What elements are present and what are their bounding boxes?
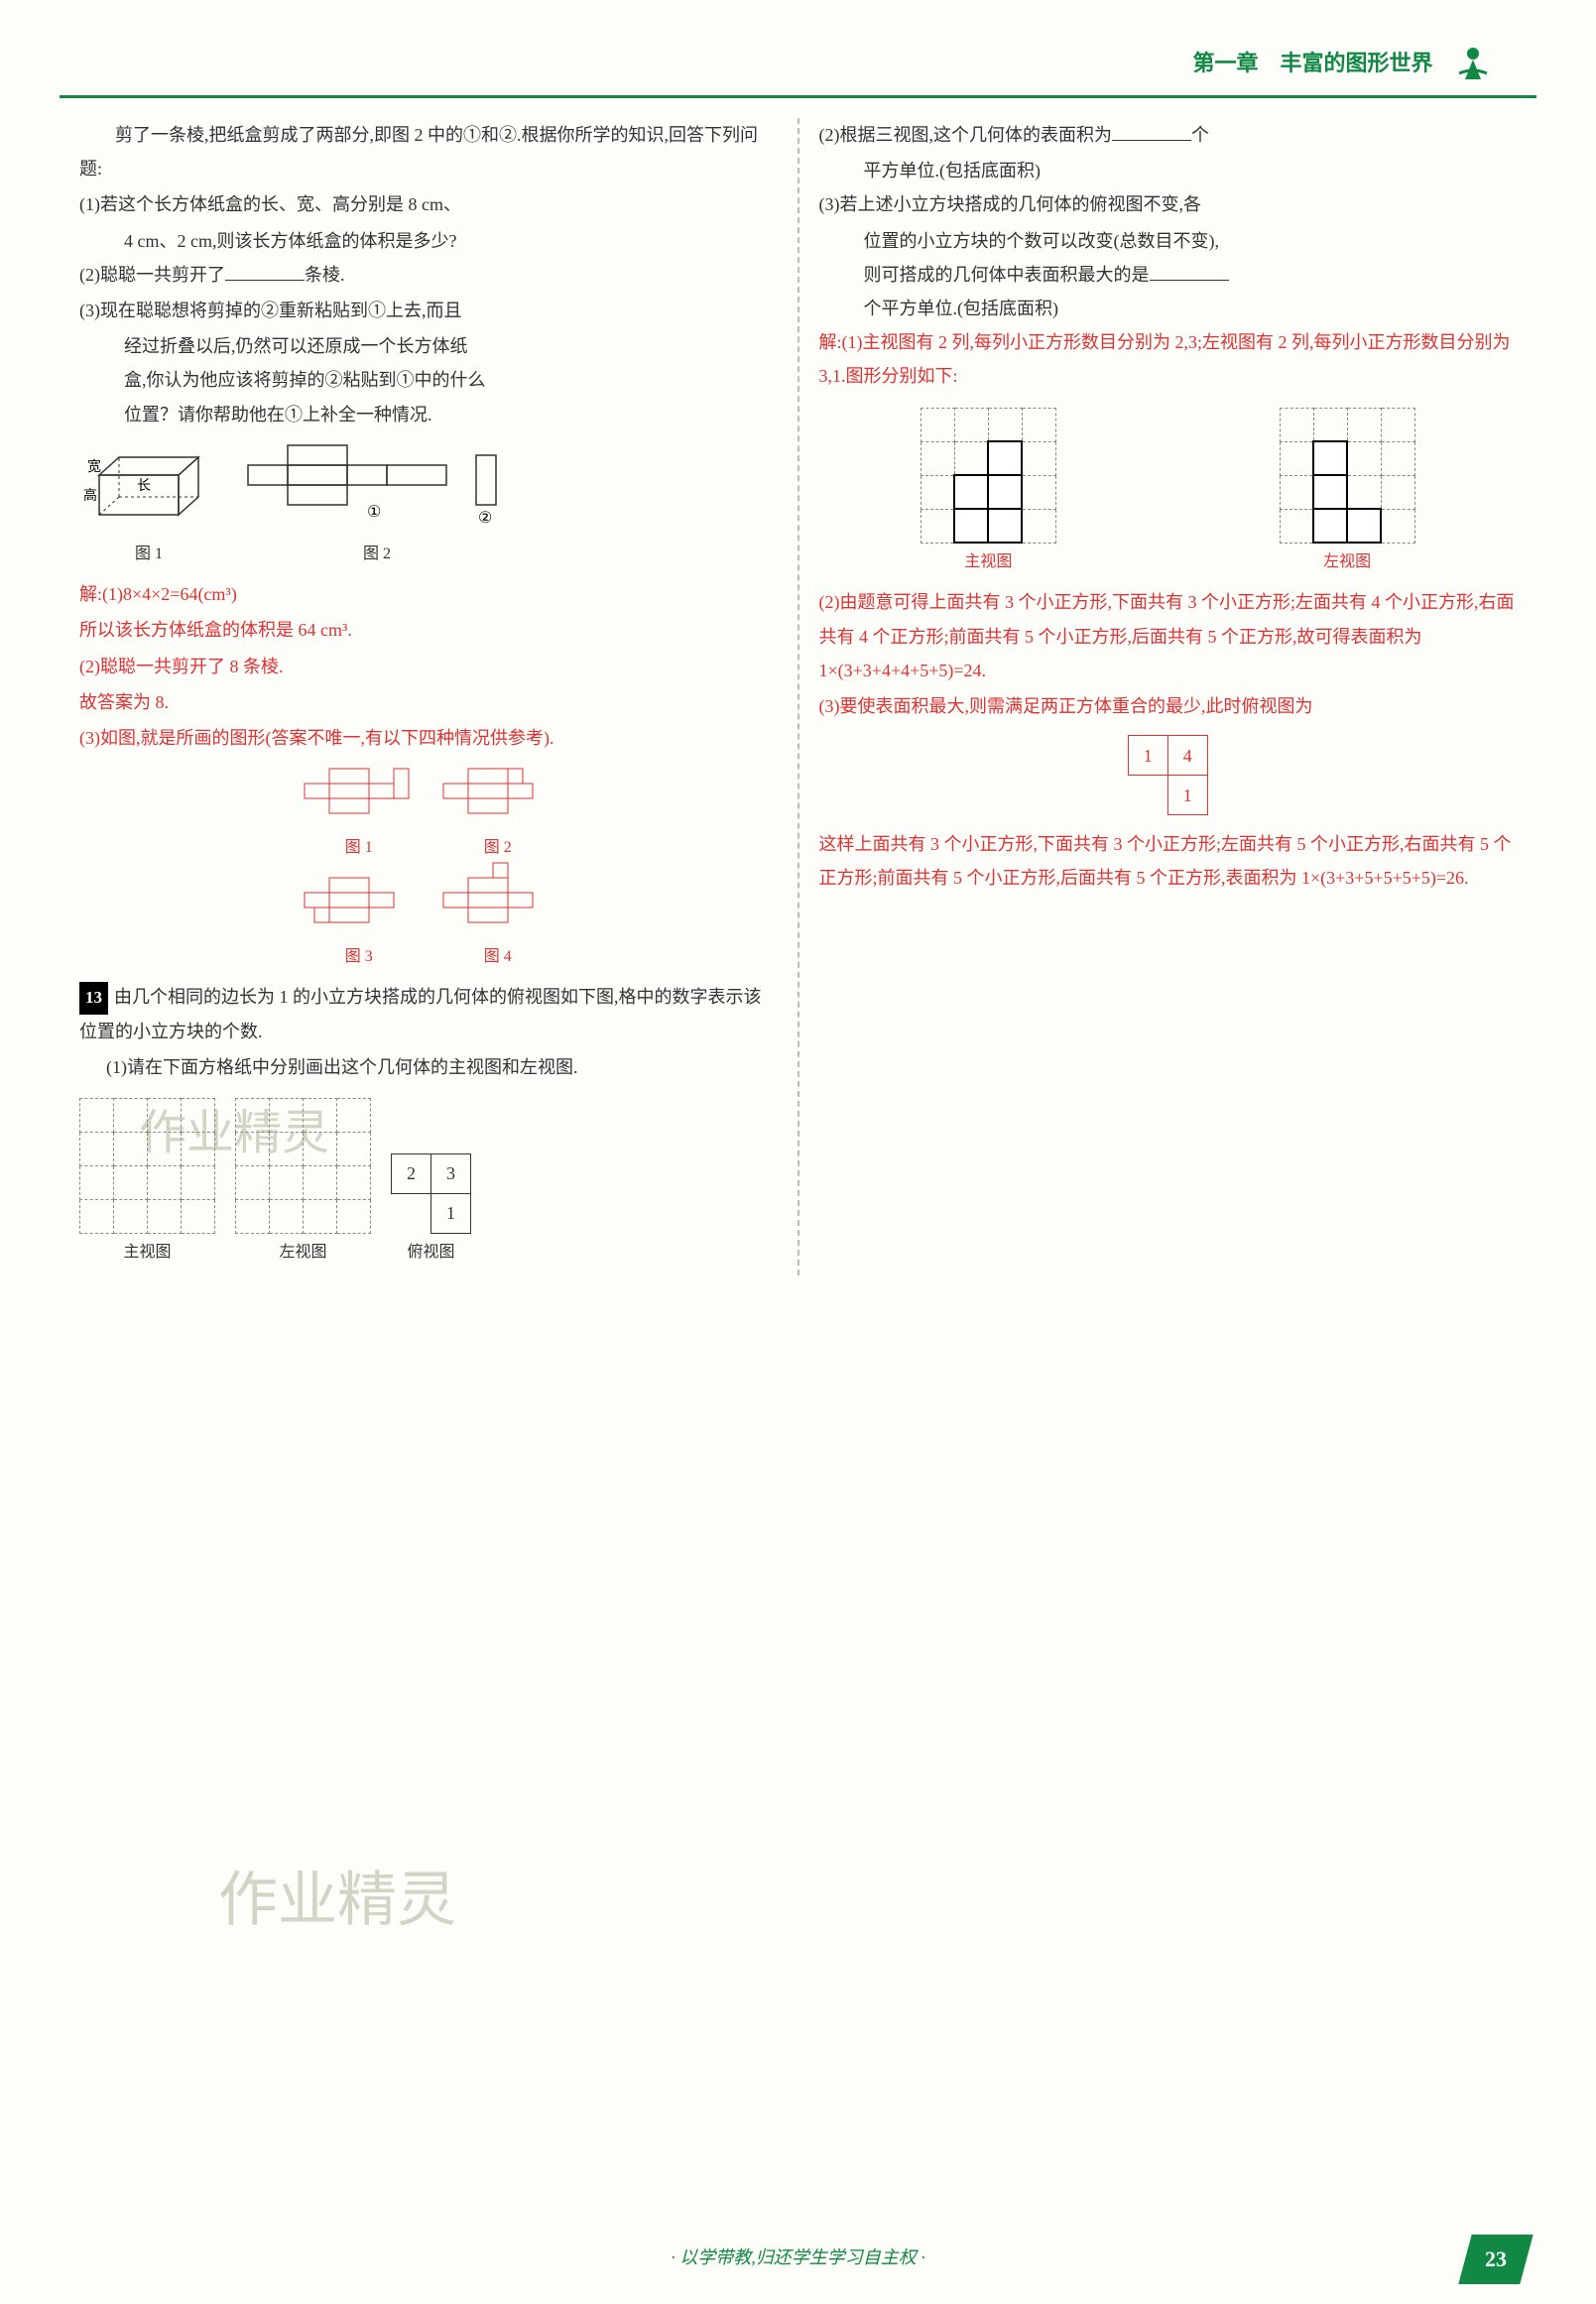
blank-field (225, 259, 305, 281)
view-grids: 作业精灵 主视图 左视图 23 (79, 1098, 778, 1268)
left-view-grid: 左视图 (235, 1098, 371, 1268)
two-column-layout: 剪了一条棱,把纸盒剪成了两部分,即图 2 中的①和②.根据你所学的知识,回答下列… (60, 118, 1536, 1275)
answer-fig-2: 图 2 (438, 769, 557, 864)
left-column: 剪了一条棱,把纸盒剪成了两部分,即图 2 中的①和②.根据你所学的知识,回答下列… (60, 118, 799, 1275)
net-icon (300, 769, 419, 818)
page: 第一章 丰富的图形世界 剪了一条棱,把纸盒剪成了两部分,即图 2 中的①和②.根… (0, 0, 1596, 2304)
r-question-3d: 个平方单位.(包括底面积) (819, 292, 1518, 325)
cell: 1 (1128, 736, 1167, 776)
cell: 1 (1167, 776, 1207, 815)
r-question-3b: 位置的小立方块的个数可以改变(总数目不变), (819, 224, 1518, 258)
question-2: (2)聪聪一共剪开了条棱. (79, 258, 778, 292)
question-13-1: (1)请在下面方格纸中分别画出这个几何体的主视图和左视图. (79, 1050, 778, 1084)
question-3-l3: 盒,你认为他应该将剪掉的②粘贴到①中的什么 (79, 363, 778, 397)
ans-fig4-label: 图 4 (438, 942, 557, 972)
front-view-grid: 主视图 (79, 1098, 215, 1268)
answer-2b: 故答案为 8. (79, 685, 778, 719)
r-answer-1: 解:(1)主视图有 2 列,每列小正方形数目分别为 2,3;左视图有 2 列,每… (819, 325, 1518, 393)
r-answer-2: (2)由题意可得上面共有 3 个小正方形,下面共有 3 个小正方形;左面共有 4… (819, 585, 1518, 687)
person-reading-icon (1449, 40, 1497, 87)
ans-left-label: 左视图 (1280, 547, 1415, 577)
top-view-answer: 14 1 (819, 735, 1518, 815)
question-number-badge: 13 (79, 982, 108, 1014)
r-answer-3b: 这样上面共有 3 个小正方形,下面共有 3 个小正方形;左面共有 5 个小正方形… (819, 827, 1518, 895)
box-3d-icon: 宽 长 高 (79, 445, 218, 525)
r-question-2b: 平方单位.(包括底面积) (819, 154, 1518, 187)
right-column: (2)根据三视图,这个几何体的表面积为个 平方单位.(包括底面积) (3)若上述… (799, 118, 1537, 1275)
figure-row-answers-2: 图 3 图 4 (79, 878, 778, 973)
page-footer: · 以学带教,归还学生学习自主权 · (0, 2241, 1596, 2274)
r-question-2: (2)根据三视图,这个几何体的表面积为个 (819, 118, 1518, 152)
ans-fig1-label: 图 1 (300, 833, 419, 863)
chapter-header: 第一章 丰富的图形世界 (60, 30, 1536, 98)
fig1-label: 图 1 (79, 540, 218, 569)
height-label: 高 (83, 487, 97, 504)
answer-3: (3)如图,就是所画的图形(答案不唯一,有以下四种情况供参考). (79, 721, 778, 755)
page-number: 23 (1458, 2235, 1533, 2284)
unfolded-box-icon: ① ② (238, 445, 516, 525)
left-view-label: 左视图 (235, 1238, 371, 1268)
top-view-label: 俯视图 (391, 1238, 471, 1268)
question-3-l4: 位置？请你帮助他在①上补全一种情况. (79, 398, 778, 431)
question-3: (3)现在聪聪想将剪掉的②重新粘贴到①上去,而且 (79, 294, 778, 327)
question-1-cont: 4 cm、2 cm,则该长方体纸盒的体积是多少? (79, 224, 778, 258)
answer-1b: 所以该长方体纸盒的体积是 64 cm³. (79, 613, 778, 647)
net-icon (300, 878, 419, 927)
answer-2: (2)聪聪一共剪开了 8 条棱. (79, 650, 778, 683)
width-label: 宽 (87, 458, 101, 475)
answer-left-view: 左视图 (1280, 408, 1415, 578)
net-icon (438, 878, 557, 927)
footer-motto: · 以学带教,归还学生学习自主权 · (671, 2247, 925, 2267)
answer-fig-4: 图 4 (438, 878, 557, 973)
top-view-given: 23 1 俯视图 (391, 1153, 471, 1268)
circle-1: ① (367, 504, 381, 521)
problem-intro: 剪了一条棱,把纸盒剪成了两部分,即图 2 中的①和②.根据你所学的知识,回答下列… (79, 118, 778, 185)
figure-2: ① ② 图 2 (238, 445, 516, 570)
answer-fig-3: 图 3 (300, 878, 419, 973)
circle-2: ② (478, 510, 492, 527)
answer-fig-1: 图 1 (300, 769, 419, 864)
question-1: (1)若这个长方体纸盒的长、宽、高分别是 8 cm、 (79, 187, 778, 221)
question-13: 13由几个相同的边长为 1 的小立方块搭成的几何体的俯视图如下图,格中的数字表示… (79, 980, 778, 1047)
figure-row-answers: 图 1 图 2 (79, 769, 778, 864)
blank-field (1112, 119, 1191, 141)
blank-field (1150, 259, 1229, 281)
r-answer-3: (3)要使表面积最大,则需满足两正方体重合的最少,此时俯视图为 (819, 689, 1518, 723)
figure-1: 宽 长 高 图 1 (79, 445, 218, 570)
question-3-l2: 经过折叠以后,仍然可以还原成一个长方体纸 (79, 329, 778, 363)
front-view-label: 主视图 (79, 1238, 215, 1268)
watermark-icon: 作业精灵 (218, 1844, 456, 1957)
answer-1: 解:(1)8×4×2=64(cm³) (79, 577, 778, 611)
length-label: 长 (137, 478, 151, 494)
cell: 1 (431, 1194, 471, 1234)
ans-fig2-label: 图 2 (438, 833, 557, 863)
fig2-label: 图 2 (238, 540, 516, 569)
answer-front-view: 主视图 (921, 408, 1056, 578)
answer-views: 主视图 左视图 (819, 408, 1518, 578)
figure-row-1: 宽 长 高 图 1 ① (79, 445, 778, 570)
r-question-3: (3)若上述小立方块搭成的几何体的俯视图不变,各 (819, 187, 1518, 221)
r-question-3c: 则可搭成的几何体中表面积最大的是 (819, 258, 1518, 292)
ans-front-label: 主视图 (921, 547, 1056, 577)
net-icon (438, 769, 557, 818)
chapter-title: 第一章 丰富的图形世界 (1192, 43, 1432, 84)
cell: 4 (1167, 736, 1207, 776)
ans-fig3-label: 图 3 (300, 942, 419, 972)
cell: 2 (392, 1154, 431, 1194)
cell: 3 (431, 1154, 471, 1194)
